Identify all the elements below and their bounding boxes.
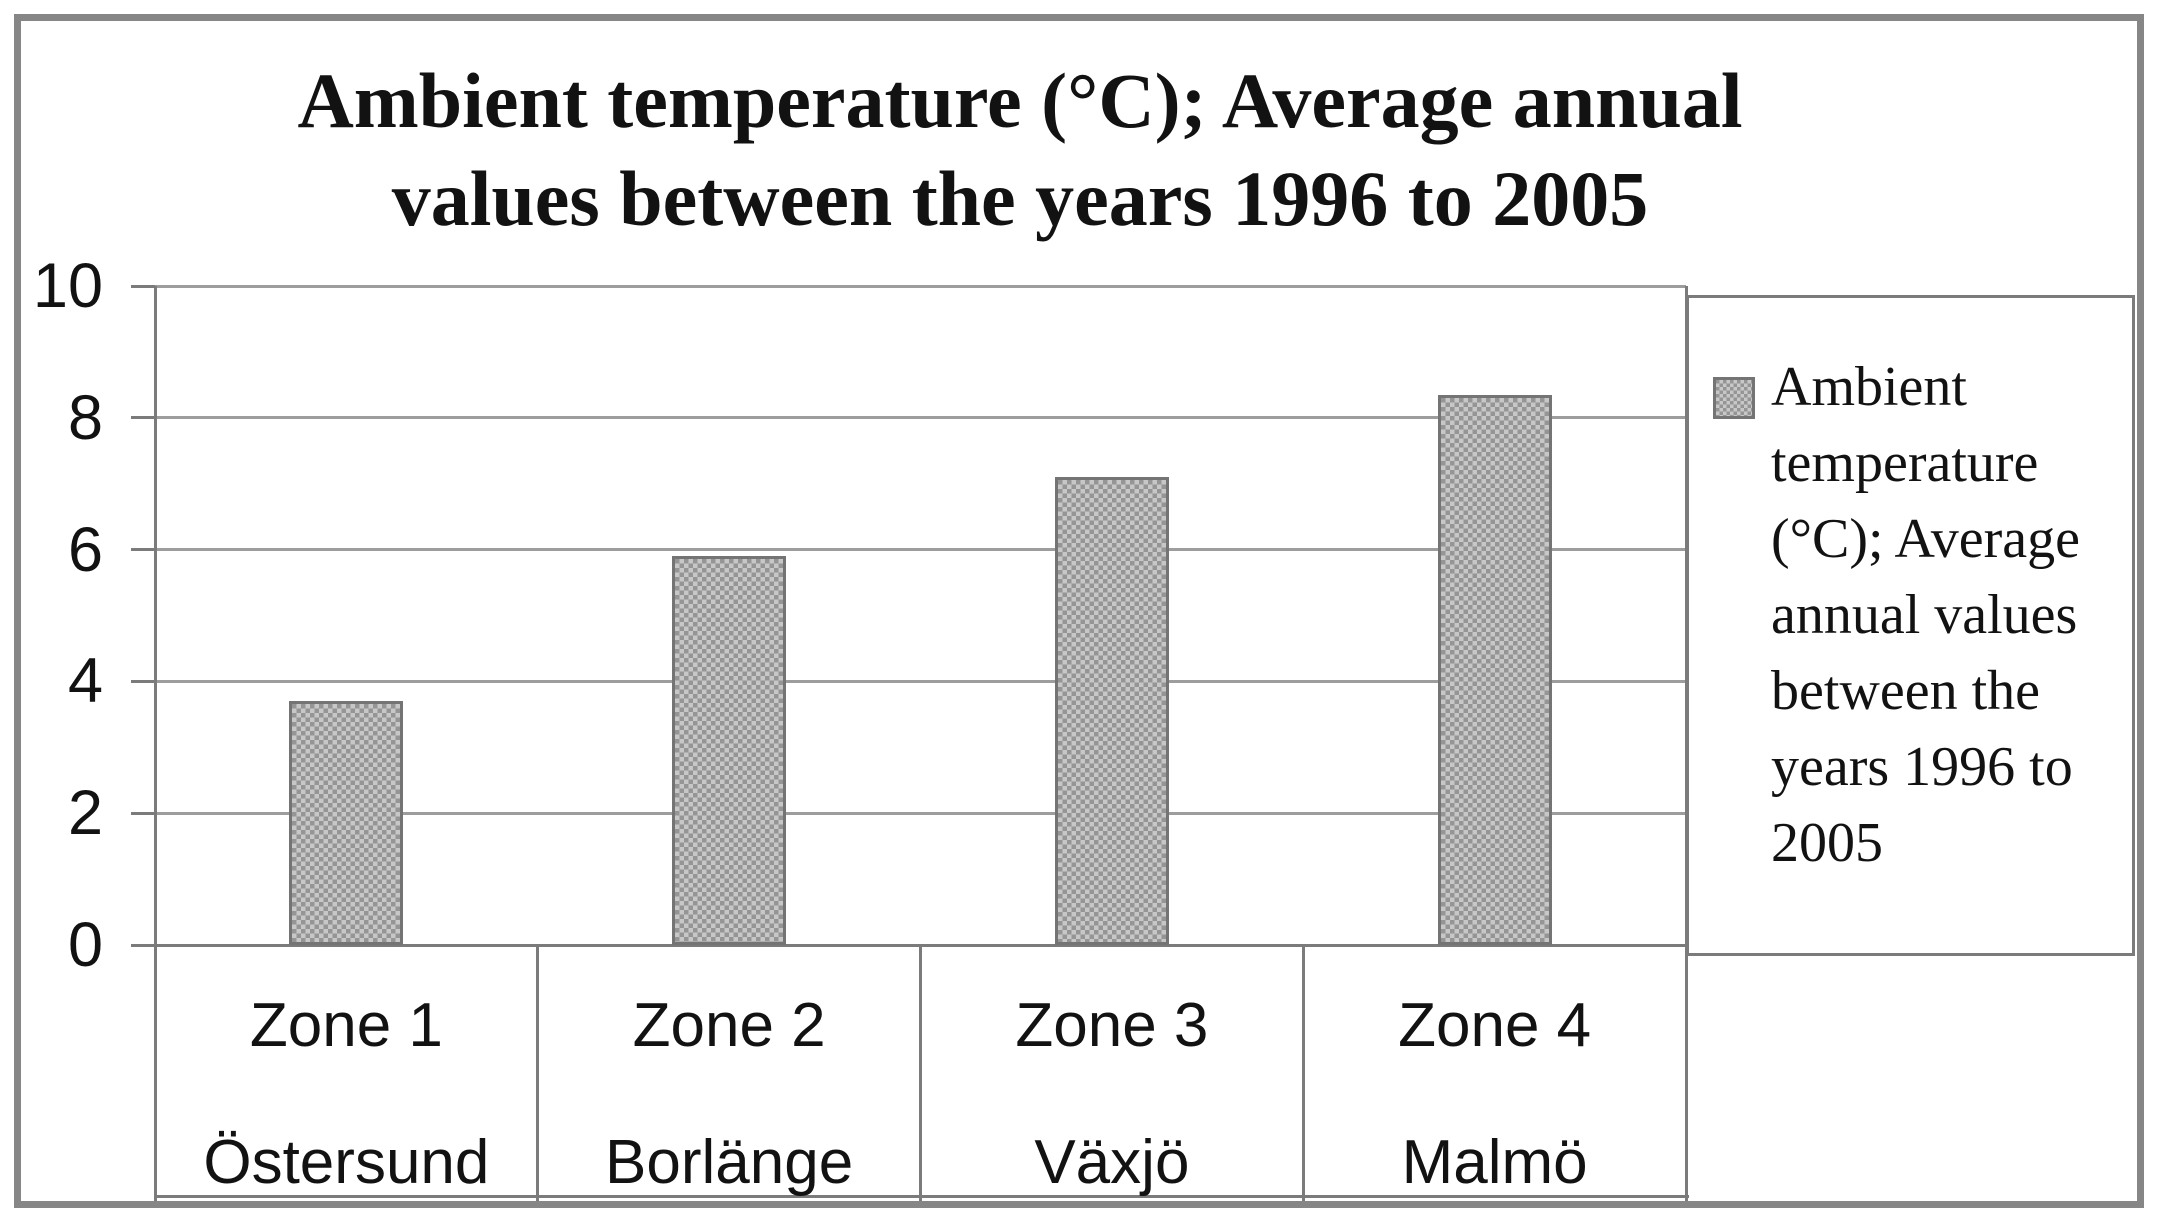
category-separator-3 <box>1301 945 1305 1201</box>
legend-marker-swatch <box>1713 377 1755 419</box>
y-tick-0 <box>131 943 155 947</box>
category-cell-2: Zone 2 Borlänge <box>538 945 921 1201</box>
category-cell-3: Zone 3 Växjö <box>921 945 1304 1201</box>
legend-label: Ambient temperature (°C); Average annual va… <box>1771 349 2131 881</box>
legend-box: Ambient temperature (°C); Average annual va… <box>1686 295 2135 956</box>
legend-label-line-4: annual values <box>1771 584 2078 646</box>
chart-title: Ambient temperature (°C); Average annual… <box>140 52 1900 248</box>
legend-label-line-7: 2005 <box>1771 812 1883 874</box>
gridline-2 <box>155 811 1686 815</box>
y-tick-2 <box>131 811 155 815</box>
category-band-bottom-border <box>155 1195 1689 1198</box>
y-tick-10 <box>131 284 155 288</box>
chart-title-line-2: values between the years 1996 to 2005 <box>391 155 1649 242</box>
category-city-label: Växjö <box>1034 1128 1190 1197</box>
category-separator-1 <box>536 945 540 1201</box>
legend-label-line-2: temperature <box>1771 432 2039 494</box>
category-zone-label: Zone 2 <box>632 991 826 1060</box>
gridline-6 <box>155 548 1686 552</box>
y-tick-label-2: 2 <box>67 778 103 849</box>
gridline-10 <box>155 284 1686 288</box>
category-separator-2 <box>919 945 922 1201</box>
legend-label-line-6: years 1996 to <box>1771 736 2073 798</box>
y-axis-line <box>153 286 157 1201</box>
y-tick-4 <box>131 679 155 683</box>
category-city-label: Borlänge <box>605 1128 854 1197</box>
y-tick-6 <box>131 548 155 552</box>
gridline-8 <box>155 416 1686 420</box>
bar-zone-1 <box>289 701 404 945</box>
category-zone-label: Zone 3 <box>1015 991 1209 1060</box>
y-tick-label-0: 0 <box>67 910 103 980</box>
gridline-4 <box>155 679 1686 683</box>
category-cell-1: Zone 1 Östersund <box>155 945 538 1201</box>
legend-label-line-3: (°C); Average <box>1771 508 2081 570</box>
y-tick-label-10: 10 <box>32 251 103 321</box>
category-city-label: Malmö <box>1401 1128 1588 1197</box>
y-tick-8 <box>131 416 155 420</box>
category-cell-4: Zone 4 Malmö <box>1303 945 1686 1201</box>
legend-label-line-1: Ambient <box>1771 356 1967 418</box>
chart-outer-frame <box>14 14 2144 1208</box>
bar-zone-3 <box>1054 477 1169 945</box>
category-zone-label: Zone 1 <box>249 991 443 1060</box>
y-tick-label-6: 6 <box>67 514 103 585</box>
category-city-label: Östersund <box>203 1128 490 1197</box>
y-tick-label-8: 8 <box>67 382 103 453</box>
legend-label-line-5: between the <box>1771 660 2040 722</box>
bar-zone-2 <box>672 556 787 945</box>
chart-title-line-1: Ambient temperature (°C); Average annual <box>297 57 1743 144</box>
y-tick-label-4: 4 <box>67 646 103 717</box>
bar-zone-4 <box>1437 394 1552 945</box>
category-zone-label: Zone 4 <box>1398 991 1592 1060</box>
